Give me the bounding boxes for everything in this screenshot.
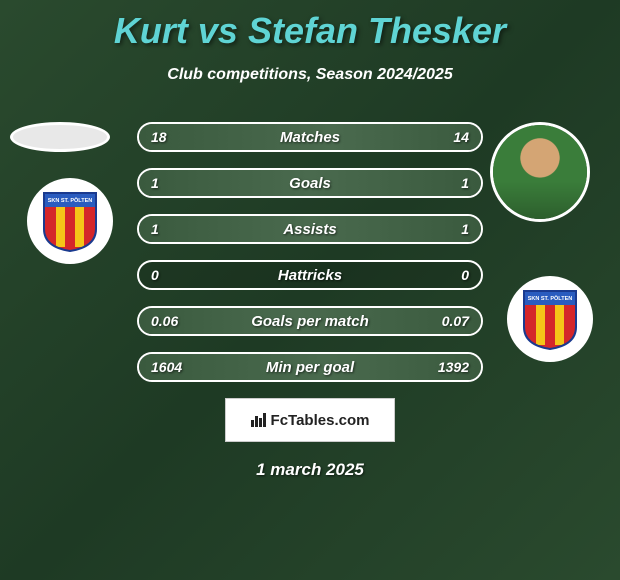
bar-chart-icon bbox=[251, 413, 266, 427]
stat-bar: Goals per match0.06 0.07 bbox=[137, 306, 483, 336]
stat-value-left: 0.06 bbox=[151, 308, 178, 334]
stat-value-right: 1 bbox=[461, 170, 469, 196]
player-left-avatar bbox=[10, 122, 110, 152]
stat-bar: Assists1 1 bbox=[137, 214, 483, 244]
player-right-club-badge: SKN ST. PÖLTEN bbox=[507, 276, 593, 362]
logo-text: FcTables.com bbox=[271, 412, 370, 429]
stat-bar: Matches18 14 bbox=[137, 122, 483, 152]
stat-value-left: 1604 bbox=[151, 354, 182, 380]
stats-bars: Matches1814Goals11Assists11Hattricks00Go… bbox=[137, 122, 483, 382]
stat-value-right: 1 bbox=[461, 216, 469, 242]
svg-text:SKN ST. PÖLTEN: SKN ST. PÖLTEN bbox=[48, 197, 93, 204]
stat-value-right: 0.07 bbox=[442, 308, 469, 334]
shield-icon: SKN ST. PÖLTEN bbox=[42, 189, 98, 253]
stat-label: Matches bbox=[139, 124, 481, 150]
fctables-logo[interactable]: FcTables.com bbox=[225, 398, 395, 442]
stat-value-right: 14 bbox=[453, 124, 469, 150]
stat-value-left: 18 bbox=[151, 124, 167, 150]
svg-text:SKN ST. PÖLTEN: SKN ST. PÖLTEN bbox=[528, 295, 573, 302]
stat-label: Goals bbox=[139, 170, 481, 196]
player-left-club-badge: SKN ST. PÖLTEN bbox=[27, 178, 113, 264]
stat-value-left: 0 bbox=[151, 262, 159, 288]
stat-value-right: 0 bbox=[461, 262, 469, 288]
comparison-content: SKN ST. PÖLTEN SKN ST. PÖLTEN Matches18 1… bbox=[0, 122, 620, 480]
player-right-avatar bbox=[490, 122, 590, 222]
subtitle: Club competitions, Season 2024/2025 bbox=[0, 66, 620, 84]
stat-bar: Min per goal1604 1392 bbox=[137, 352, 483, 382]
stat-label: Min per goal bbox=[139, 354, 481, 380]
stat-label: Goals per match bbox=[139, 308, 481, 334]
date-label: 1 march 2025 bbox=[0, 460, 620, 480]
stat-label: Hattricks bbox=[139, 262, 481, 288]
stat-value-left: 1 bbox=[151, 170, 159, 196]
stat-label: Assists bbox=[139, 216, 481, 242]
stat-value-left: 1 bbox=[151, 216, 159, 242]
stat-bar: Hattricks0 0 bbox=[137, 260, 483, 290]
person-icon bbox=[493, 125, 587, 219]
shield-icon: SKN ST. PÖLTEN bbox=[522, 287, 578, 351]
page-title: Kurt vs Stefan Thesker bbox=[0, 0, 620, 52]
stat-bar: Goals1 1 bbox=[137, 168, 483, 198]
stat-value-right: 1392 bbox=[438, 354, 469, 380]
